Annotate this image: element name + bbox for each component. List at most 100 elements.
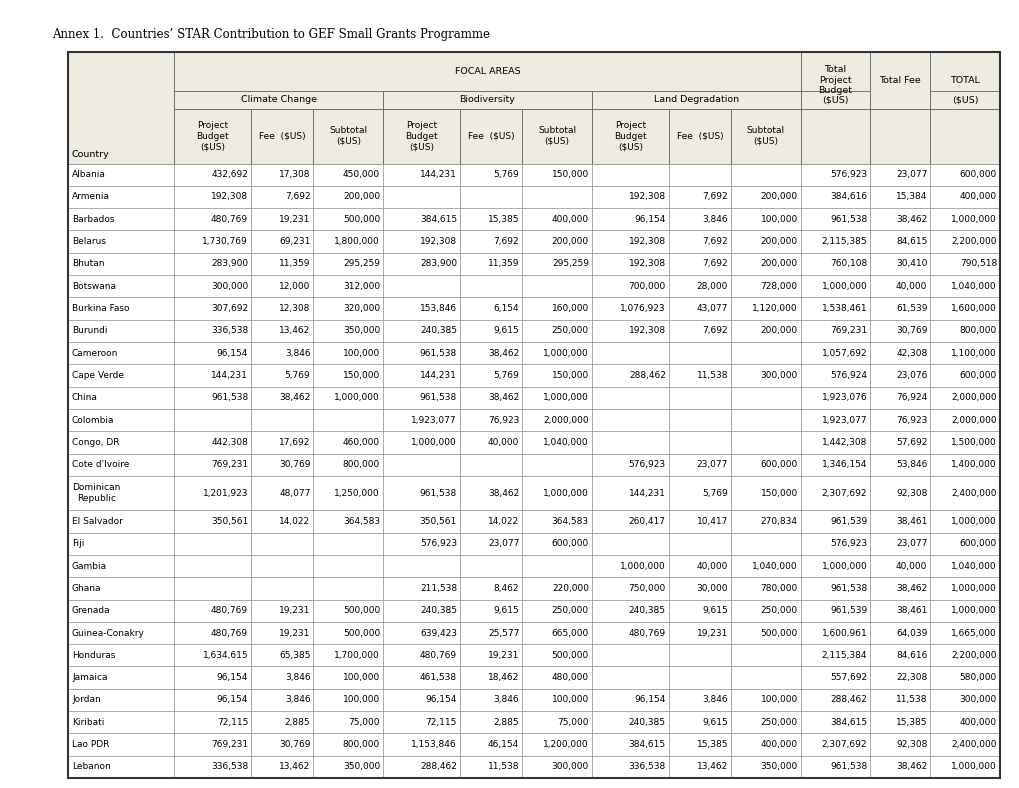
Bar — [313, 555, 383, 578]
Bar — [929, 230, 999, 253]
Bar — [522, 409, 591, 431]
Bar — [251, 109, 313, 164]
Text: 1,730,769: 1,730,769 — [202, 237, 248, 246]
Text: 72,115: 72,115 — [425, 718, 457, 727]
Bar — [668, 342, 731, 364]
Bar — [668, 622, 731, 644]
Text: 2,307,692: 2,307,692 — [821, 489, 866, 497]
Text: 1,000,000: 1,000,000 — [334, 393, 380, 402]
Bar — [174, 208, 251, 230]
Bar — [869, 711, 929, 734]
Bar — [929, 186, 999, 208]
Bar — [313, 667, 383, 689]
Bar — [800, 409, 869, 431]
Bar — [731, 734, 800, 756]
Text: 76,924: 76,924 — [896, 393, 926, 402]
Bar — [929, 533, 999, 555]
Text: 3,846: 3,846 — [493, 696, 519, 704]
Text: 1,000,000: 1,000,000 — [951, 215, 996, 224]
Bar — [460, 387, 522, 409]
Text: 2,000,000: 2,000,000 — [951, 415, 996, 425]
Bar — [251, 689, 313, 711]
Bar — [929, 320, 999, 342]
Bar — [251, 297, 313, 320]
Bar — [731, 342, 800, 364]
Text: 500,000: 500,000 — [342, 606, 380, 615]
Bar — [522, 622, 591, 644]
Bar — [174, 511, 251, 533]
Text: Grenada: Grenada — [72, 606, 110, 615]
Bar — [68, 734, 174, 756]
Bar — [731, 431, 800, 454]
Text: 400,000: 400,000 — [760, 740, 797, 749]
Bar — [68, 364, 174, 387]
Bar — [460, 230, 522, 253]
Bar — [251, 164, 313, 186]
Text: 2,115,384: 2,115,384 — [821, 651, 866, 660]
Bar — [383, 756, 460, 778]
Text: 7,692: 7,692 — [493, 237, 519, 246]
Text: 19,231: 19,231 — [696, 629, 728, 637]
Text: 96,154: 96,154 — [217, 348, 248, 358]
Text: 1,000,000: 1,000,000 — [951, 762, 996, 771]
Bar — [591, 320, 668, 342]
Bar — [731, 476, 800, 511]
Text: 10,417: 10,417 — [696, 517, 728, 526]
Bar — [591, 454, 668, 476]
Text: 320,000: 320,000 — [342, 304, 380, 313]
Bar — [522, 600, 591, 622]
Bar — [460, 533, 522, 555]
Text: 1,538,461: 1,538,461 — [821, 304, 866, 313]
Bar — [383, 109, 460, 164]
Bar — [68, 533, 174, 555]
Text: 295,259: 295,259 — [342, 259, 380, 269]
Text: 769,231: 769,231 — [211, 740, 248, 749]
Bar — [668, 409, 731, 431]
Bar — [668, 578, 731, 600]
Text: 1,000,000: 1,000,000 — [411, 438, 457, 447]
Bar — [68, 555, 174, 578]
Bar — [174, 186, 251, 208]
Bar — [731, 600, 800, 622]
Text: 961,538: 961,538 — [211, 393, 248, 402]
Bar — [251, 454, 313, 476]
Text: Cape Verde: Cape Verde — [72, 371, 124, 380]
Bar — [522, 555, 591, 578]
Bar — [383, 476, 460, 511]
Bar — [591, 622, 668, 644]
Bar — [174, 409, 251, 431]
Text: 295,259: 295,259 — [551, 259, 588, 269]
Bar — [800, 230, 869, 253]
Text: 192,308: 192,308 — [628, 259, 665, 269]
Bar — [591, 91, 800, 109]
Text: 40,000: 40,000 — [895, 562, 926, 571]
Text: 150,000: 150,000 — [551, 170, 588, 179]
Bar — [460, 600, 522, 622]
Bar — [591, 578, 668, 600]
Text: 961,538: 961,538 — [829, 762, 866, 771]
Text: Biodiversity: Biodiversity — [460, 95, 515, 104]
Text: 7,692: 7,692 — [284, 192, 310, 202]
Bar — [731, 275, 800, 297]
Bar — [731, 320, 800, 342]
Text: 96,154: 96,154 — [217, 696, 248, 704]
Text: 240,385: 240,385 — [628, 718, 665, 727]
Text: 9,615: 9,615 — [493, 606, 519, 615]
Text: 150,000: 150,000 — [760, 489, 797, 497]
Bar — [800, 364, 869, 387]
Bar — [869, 320, 929, 342]
Text: 19,231: 19,231 — [487, 651, 519, 660]
Text: 961,538: 961,538 — [420, 393, 457, 402]
Text: 2,200,000: 2,200,000 — [951, 651, 996, 660]
Text: 728,000: 728,000 — [760, 282, 797, 291]
Bar — [929, 208, 999, 230]
Text: 288,462: 288,462 — [420, 762, 457, 771]
Bar — [174, 644, 251, 667]
Bar — [68, 431, 174, 454]
Bar — [731, 756, 800, 778]
Bar — [929, 387, 999, 409]
Bar — [460, 109, 522, 164]
Bar — [800, 208, 869, 230]
Text: 480,769: 480,769 — [420, 651, 457, 660]
Text: 800,000: 800,000 — [342, 460, 380, 469]
